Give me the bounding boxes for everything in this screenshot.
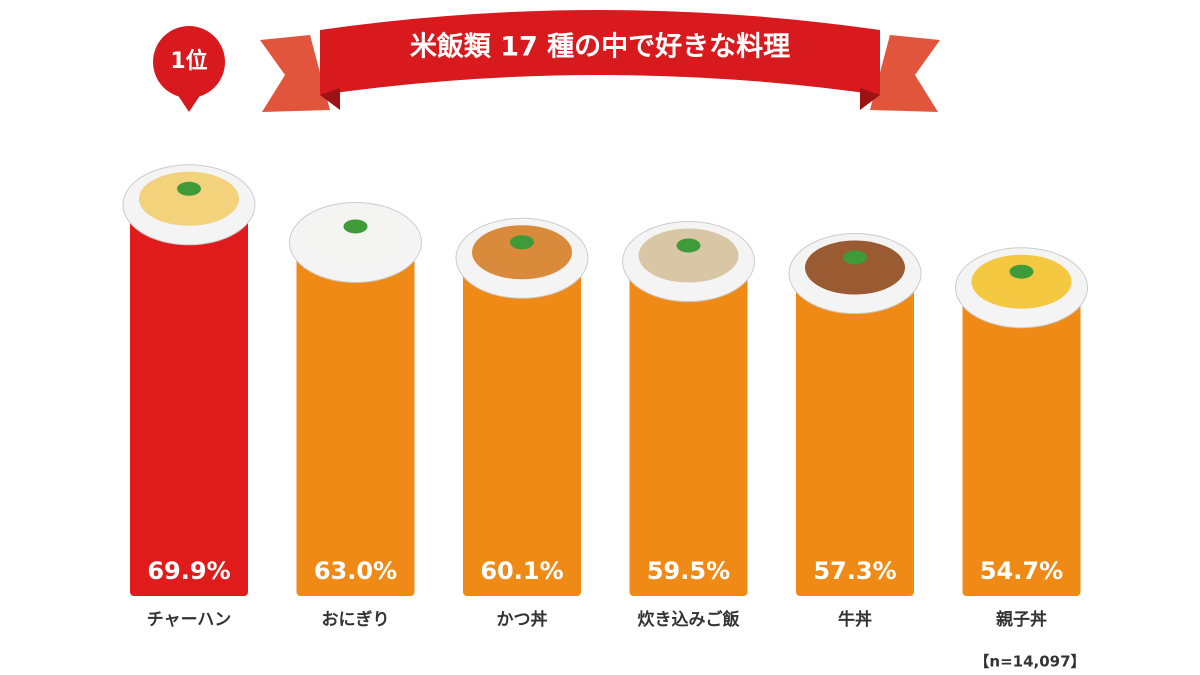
chart-title: 米飯類 17 種の中で好きな料理: [410, 31, 790, 63]
x-tick-label: おにぎり: [322, 609, 390, 630]
food: [305, 209, 406, 264]
bar: [296, 252, 415, 596]
food: [971, 254, 1072, 309]
value-label: 60.1%: [480, 557, 563, 585]
value-label: 57.3%: [813, 557, 896, 585]
value-label: 54.7%: [980, 557, 1063, 585]
garnish: [676, 238, 701, 253]
food: [805, 240, 905, 295]
value-label: 69.9%: [147, 557, 230, 585]
x-tick-label: 牛丼: [838, 609, 872, 630]
title-ribbon: [260, 10, 940, 112]
garnish: [843, 250, 867, 265]
garnish: [343, 219, 368, 234]
value-label: 59.5%: [647, 557, 730, 585]
x-tick-label: チャーハン: [147, 610, 232, 630]
bar: [962, 297, 1081, 596]
food: [139, 171, 239, 226]
value-label: 63.0%: [314, 557, 397, 585]
garnish: [1009, 264, 1034, 279]
food: [472, 225, 572, 280]
food: [638, 228, 739, 283]
x-tick-label: 炊き込みご飯: [638, 609, 740, 630]
bar: [130, 214, 248, 596]
x-tick-label: 親子丼: [996, 609, 1047, 630]
x-tick-label: かつ丼: [497, 609, 548, 630]
bar: [796, 283, 914, 596]
badge-text: 1位: [170, 48, 207, 74]
sample-note: 【n=14,097】: [974, 653, 1085, 671]
garnish: [177, 181, 201, 196]
garnish: [510, 235, 534, 250]
rank-badge: 1位: [153, 26, 225, 112]
bar: [463, 268, 581, 596]
bar: [629, 271, 748, 596]
